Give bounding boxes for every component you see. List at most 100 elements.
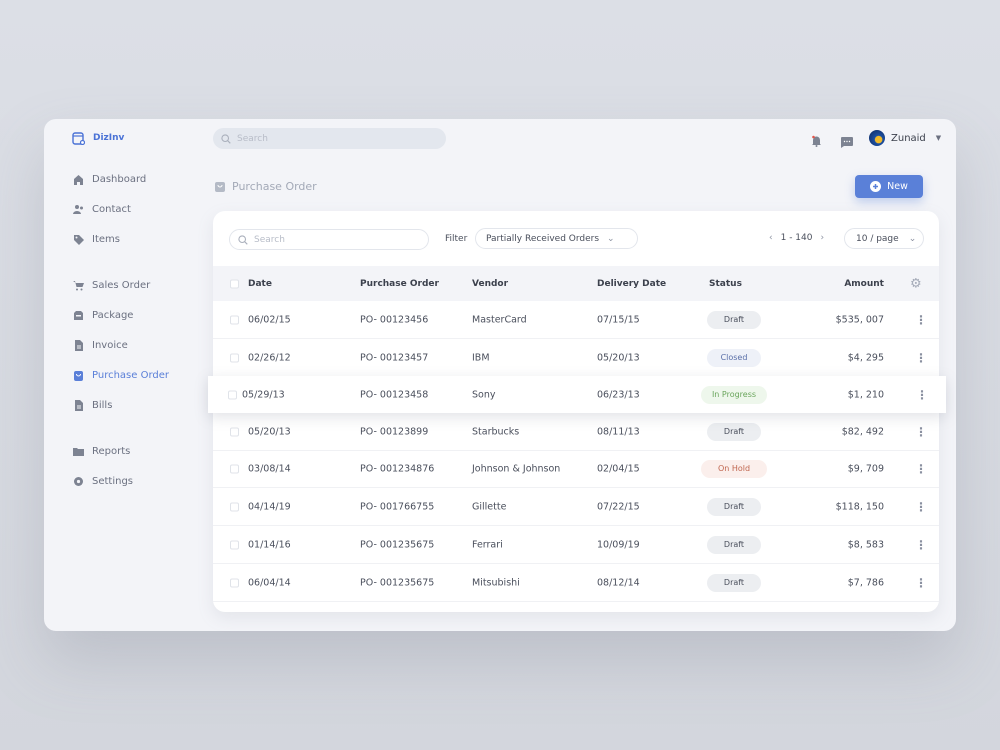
table-row[interactable]: 06/02/15 PO- 00123456 MasterCard 07/15/1…	[213, 301, 939, 339]
cell-date: 01/14/16	[248, 539, 291, 550]
folder-icon	[73, 448, 84, 456]
cell-delivery-date: 08/12/14	[597, 577, 640, 588]
app-name: DizInv	[93, 133, 125, 143]
sidebar-item-package[interactable]: Package	[73, 310, 133, 321]
status-badge: Draft	[707, 573, 761, 592]
filter-select[interactable]: Partially Received Orders ⌄	[475, 228, 638, 249]
cell-date: 03/08/14	[248, 463, 291, 474]
bag-icon	[215, 182, 225, 192]
column-delivery-date[interactable]: Delivery Date	[597, 278, 667, 289]
bag-icon	[74, 371, 83, 381]
row-checkbox[interactable]	[230, 540, 239, 549]
cell-purchase-order: PO- 001766755	[360, 501, 435, 512]
user-menu[interactable]: Zunaid ▼	[869, 130, 941, 146]
sidebar-item-contact[interactable]: Contact	[73, 204, 131, 215]
package-icon	[74, 311, 83, 320]
search-placeholder: Search	[254, 234, 285, 245]
per-page-value: 10 / page	[856, 233, 899, 244]
search-placeholder: Search	[237, 133, 268, 144]
cell-delivery-date: 02/04/15	[597, 463, 640, 474]
new-button[interactable]: New	[855, 175, 923, 198]
table-row[interactable]: 01/14/16 PO- 001235675 Ferrari 10/09/19 …	[213, 526, 939, 564]
cell-vendor: Starbucks	[472, 426, 520, 437]
cell-delivery-date: 06/23/13	[597, 389, 640, 400]
per-page-select[interactable]: 10 / page ⌄	[844, 228, 924, 249]
cell-delivery-date: 07/15/15	[597, 314, 640, 325]
sidebar-item-sales-order[interactable]: Sales Order	[73, 280, 150, 291]
app-window: DizInv Search Zunaid ▼ Dashboard Contact I…	[44, 119, 956, 631]
table-row[interactable]: 04/14/19 PO- 001766755 Gillette 07/22/15…	[213, 488, 939, 526]
column-purchase-order[interactable]: Purchase Order	[360, 278, 439, 289]
cell-amount: $118, 150	[835, 501, 884, 512]
table-row[interactable]: 02/26/12 PO- 00123457 IBM 05/20/13 Close…	[213, 339, 939, 377]
chevron-right-icon[interactable]: ›	[820, 233, 825, 243]
column-amount[interactable]: Amount	[844, 278, 884, 289]
cell-amount: $7, 786	[847, 577, 884, 588]
cell-purchase-order: PO- 00123457	[360, 352, 429, 363]
table-search-input[interactable]: Search	[229, 229, 429, 250]
cell-purchase-order: PO- 001235675	[360, 539, 435, 550]
status-badge: On Hold	[701, 459, 767, 478]
cell-amount: $8, 583	[847, 539, 884, 550]
sidebar-item-items[interactable]: Items	[73, 234, 120, 245]
cell-purchase-order: PO- 001234876	[360, 463, 435, 474]
sidebar-item-label: Invoice	[92, 340, 128, 351]
row-checkbox[interactable]	[230, 578, 239, 587]
sidebar-item-dashboard[interactable]: Dashboard	[73, 174, 146, 185]
search-icon	[238, 234, 248, 245]
page-title-text: Purchase Order	[232, 180, 317, 193]
table-row[interactable]: 06/04/14 PO- 001235675 Mitsubishi 08/12/…	[213, 564, 939, 602]
status-badge: Closed	[707, 348, 761, 367]
chevron-down-icon: ⌄	[908, 233, 917, 244]
sidebar-item-purchase-order[interactable]: Purchase Order	[73, 370, 169, 381]
sidebar-item-reports[interactable]: Reports	[73, 446, 130, 457]
logo[interactable]: DizInv	[72, 131, 124, 145]
page-title: Purchase Order	[215, 180, 317, 193]
column-status[interactable]: Status	[709, 278, 742, 289]
sidebar-item-invoice[interactable]: Invoice	[73, 340, 128, 351]
cell-vendor: Sony	[472, 389, 496, 400]
more-vertical-icon[interactable]: ⋮	[915, 537, 927, 552]
row-checkbox[interactable]	[230, 353, 239, 362]
column-date[interactable]: Date	[248, 278, 272, 289]
status-badge: Draft	[707, 535, 761, 554]
more-vertical-icon[interactable]: ⋮	[915, 575, 927, 590]
row-checkbox[interactable]	[230, 502, 239, 511]
more-vertical-icon[interactable]: ⋮	[915, 424, 927, 439]
store-icon	[72, 132, 85, 145]
bell-icon[interactable]	[811, 132, 822, 151]
chat-icon[interactable]	[841, 133, 853, 152]
sidebar-item-label: Purchase Order	[92, 370, 170, 381]
global-search-input[interactable]: Search	[213, 128, 446, 149]
chevron-down-icon: ⌄	[607, 233, 615, 244]
cell-date: 05/20/13	[248, 426, 291, 437]
status-badge: Draft	[707, 422, 761, 441]
cell-delivery-date: 10/09/19	[597, 539, 640, 550]
status-badge: Draft	[707, 310, 761, 329]
select-all-checkbox[interactable]	[230, 279, 239, 288]
table-row[interactable]: 05/29/13 PO- 00123458 Sony 06/23/13 In P…	[208, 376, 946, 413]
more-vertical-icon[interactable]: ⋮	[915, 499, 927, 514]
table-row[interactable]: 03/08/14 PO- 001234876 Johnson & Johnson…	[213, 450, 939, 488]
more-vertical-icon[interactable]: ⋮	[916, 387, 928, 402]
column-vendor[interactable]: Vendor	[472, 278, 509, 289]
more-vertical-icon[interactable]: ⋮	[915, 312, 927, 327]
row-checkbox[interactable]	[230, 427, 239, 436]
more-vertical-icon[interactable]: ⋮	[915, 461, 927, 476]
sidebar-item-bills[interactable]: Bills	[73, 400, 112, 411]
sidebar-item-label: Contact	[92, 204, 131, 215]
more-vertical-icon[interactable]: ⋮	[915, 350, 927, 365]
row-checkbox[interactable]	[230, 464, 239, 473]
chevron-left-icon[interactable]: ‹	[769, 233, 773, 243]
sidebar-item-settings[interactable]: Settings	[73, 476, 133, 487]
gear-icon[interactable]: ⚙	[910, 276, 922, 291]
cell-vendor: Mitsubishi	[472, 577, 520, 588]
sidebar-item-label: Sales Order	[92, 280, 151, 291]
row-checkbox[interactable]	[230, 315, 239, 324]
user-name: Zunaid	[891, 132, 926, 144]
invoice-icon	[75, 340, 83, 351]
table-row[interactable]: 05/20/13 PO- 00123899 Starbucks 08/11/13…	[213, 413, 939, 451]
row-checkbox[interactable]	[228, 390, 237, 399]
sidebar-item-label: Reports	[92, 446, 131, 457]
tag-icon	[74, 235, 84, 245]
